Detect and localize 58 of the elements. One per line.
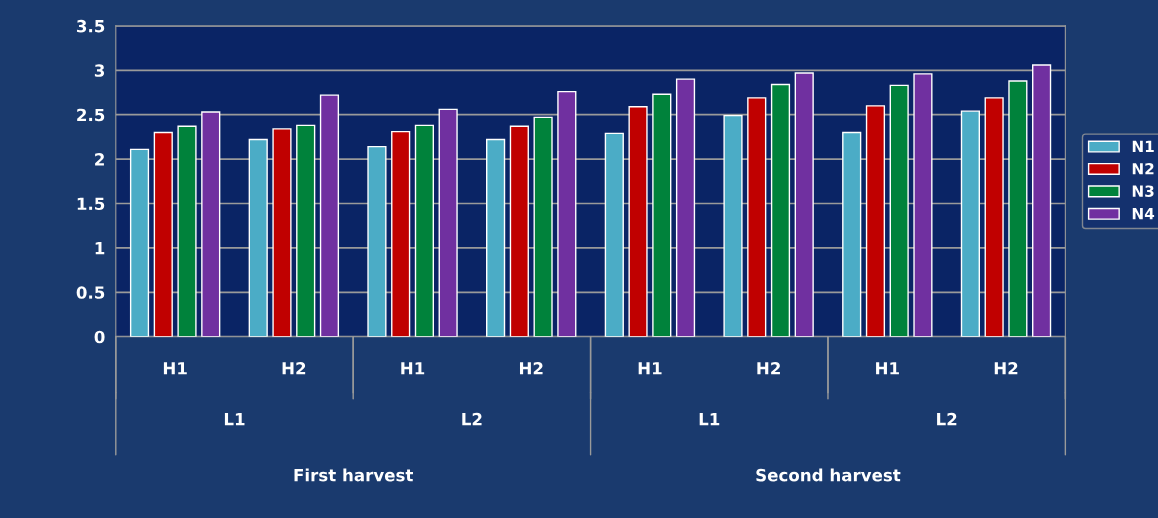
- y-tick-label: 2.5: [77, 108, 105, 122]
- x-tick-label: H2: [519, 361, 543, 375]
- bar: [889, 84, 909, 337]
- bar: [652, 93, 672, 337]
- bar: [438, 108, 458, 337]
- text: Second harvest: [756, 468, 901, 482]
- bar: [1008, 80, 1028, 337]
- legend-label: N3: [1132, 185, 1154, 197]
- x-tick-label: H2: [282, 361, 306, 375]
- x-tick-label: H2: [757, 361, 780, 375]
- bar: [913, 73, 933, 337]
- bar: [723, 114, 743, 337]
- y-tick-label: 1.5: [77, 197, 105, 211]
- bar: [984, 97, 1004, 337]
- text: L2: [462, 412, 482, 426]
- x-tick-label: H1: [876, 362, 899, 375]
- legend-label: N1: [1132, 140, 1154, 152]
- bar: [153, 131, 173, 337]
- bar: [960, 110, 981, 337]
- y-tick-label: 3.5: [76, 19, 105, 33]
- bar: [794, 72, 814, 337]
- y-tick-label: 0: [94, 330, 105, 344]
- x-tick-label: H2: [994, 361, 1018, 375]
- y-tick-label: 3: [94, 64, 105, 77]
- text: L1: [224, 413, 245, 426]
- bar: [865, 105, 886, 337]
- legend-label: N4: [1132, 208, 1155, 220]
- y-tick-label: 1: [95, 242, 105, 255]
- bar: [391, 130, 411, 337]
- bar: [177, 125, 197, 337]
- x-tick-label: H1: [638, 362, 662, 375]
- x-tick-label: H1: [163, 362, 187, 375]
- bar: [747, 97, 767, 337]
- y-tick-label: 0.5: [76, 286, 105, 299]
- text: L2: [937, 412, 957, 426]
- bar: [533, 116, 553, 337]
- bar: [129, 148, 150, 337]
- bar: [272, 128, 292, 337]
- y-tick-label: 2: [95, 153, 104, 166]
- bar: [486, 138, 506, 337]
- bar: [509, 125, 529, 337]
- bar: [628, 106, 648, 337]
- x-tick-label: H1: [401, 362, 425, 375]
- bar: [248, 138, 268, 337]
- bar: [842, 131, 862, 337]
- bar: [770, 83, 791, 337]
- bar: [675, 78, 696, 337]
- bar: [296, 124, 316, 337]
- bar: [319, 94, 340, 337]
- bar: [1032, 64, 1052, 337]
- bar: [414, 124, 435, 337]
- text: L1: [699, 413, 720, 426]
- legend-label: N2: [1132, 162, 1154, 175]
- bar: [367, 145, 387, 337]
- bar: [201, 111, 221, 337]
- bar: [604, 132, 624, 337]
- bar: [557, 90, 577, 337]
- text: First harvest: [294, 468, 414, 482]
